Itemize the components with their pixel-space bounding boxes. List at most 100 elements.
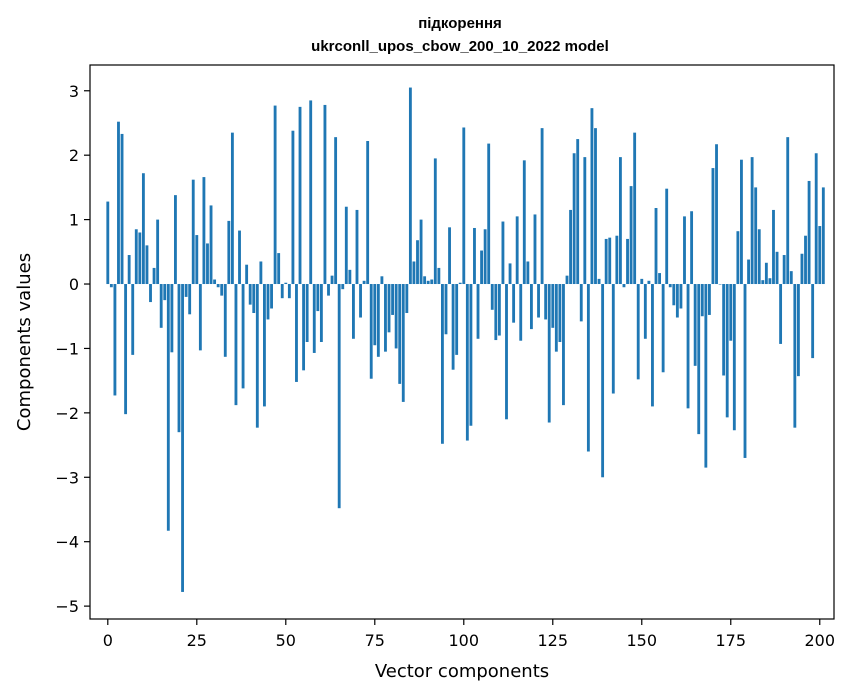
bar-63	[330, 275, 334, 285]
bar-180	[747, 259, 750, 285]
bar-158	[668, 284, 672, 288]
bar-71	[359, 284, 362, 318]
bar-69	[352, 284, 355, 339]
bar-143	[615, 235, 619, 285]
bar-121	[537, 284, 540, 318]
bar-52	[291, 130, 295, 285]
bar-185	[764, 262, 768, 285]
bar-140	[604, 238, 608, 285]
bar-62	[327, 284, 330, 296]
bar-186	[768, 278, 772, 285]
bar-177	[736, 231, 740, 285]
bar-154	[654, 208, 658, 285]
bar-138	[597, 278, 601, 285]
bar-96	[448, 227, 451, 285]
bar-5	[124, 284, 128, 415]
bar-81	[394, 284, 398, 349]
bar-196	[804, 235, 807, 285]
bar-131	[572, 153, 576, 285]
bar-24	[191, 179, 195, 285]
x-axis-label: Vector components	[375, 661, 549, 682]
chart-title: підкорення	[418, 15, 502, 32]
bar-4	[120, 133, 124, 285]
bar-153	[651, 284, 654, 407]
bar-198	[811, 284, 815, 359]
bar-155	[658, 273, 661, 285]
bar-43	[259, 261, 263, 285]
bar-172	[718, 284, 722, 285]
bar-174	[725, 284, 729, 418]
bar-183	[757, 229, 761, 285]
bar-129	[565, 275, 569, 285]
bar-100	[462, 127, 466, 285]
bar-22	[184, 284, 188, 297]
bar-98	[455, 284, 459, 355]
bar-44	[263, 284, 266, 407]
bar-134	[583, 157, 587, 285]
y-tick-label--5: −5	[55, 597, 79, 616]
bar-124	[547, 284, 551, 423]
bar-95	[444, 284, 448, 335]
bar-163	[686, 284, 690, 409]
bar-136	[590, 108, 594, 285]
bar-195	[800, 253, 804, 285]
bar-6	[127, 255, 131, 285]
bar-9	[138, 232, 142, 285]
bar-70	[355, 209, 359, 285]
bar-193	[793, 284, 797, 428]
bar-170	[711, 168, 715, 285]
bar-141	[608, 237, 612, 285]
bar-171	[715, 144, 718, 285]
bar-109	[494, 284, 498, 341]
bar-28	[206, 243, 209, 285]
bar-118	[526, 261, 530, 285]
bar-130	[569, 209, 572, 285]
bar-179	[743, 284, 747, 458]
y-tick-label--1: −1	[55, 339, 79, 358]
bar-23	[188, 284, 192, 315]
bar-17	[166, 284, 170, 531]
y-tick-label--2: −2	[55, 404, 79, 423]
bar-19	[174, 195, 177, 285]
bar-190	[782, 255, 786, 285]
bar-148	[633, 132, 637, 285]
bar-48	[277, 253, 281, 285]
y-axis-ticks: −5 −4 −3 −2 −1 0 1 2 3	[55, 82, 90, 616]
plot-frame	[89, 64, 835, 620]
bar-147	[629, 186, 633, 285]
bar-181	[750, 157, 754, 285]
bar-188	[775, 251, 779, 285]
bar-46	[270, 284, 273, 309]
bar-127	[558, 284, 562, 342]
bar-58	[312, 284, 316, 353]
bar-90	[426, 280, 430, 285]
bar-162	[683, 216, 686, 285]
bar-125	[551, 284, 555, 328]
bar-194	[796, 284, 800, 377]
bar-82	[398, 284, 402, 384]
bar-116	[519, 284, 523, 341]
bar-114	[512, 284, 516, 323]
bar-135	[586, 284, 590, 452]
bar-93	[437, 267, 441, 285]
bar-99	[458, 282, 462, 285]
bar-14	[156, 219, 160, 285]
bar-166	[697, 284, 701, 435]
x-tick-label-175: 175	[715, 631, 746, 650]
bar-13	[152, 267, 156, 285]
x-tick-label-50: 50	[276, 631, 296, 650]
bar-45	[266, 284, 270, 320]
bar-25	[195, 235, 199, 285]
bar-178	[740, 159, 743, 285]
bar-104	[476, 284, 480, 339]
bar-47	[273, 105, 277, 285]
bar-122	[540, 128, 544, 285]
bars-group	[106, 87, 825, 592]
bar-40	[248, 284, 252, 305]
bar-72	[362, 280, 366, 285]
bar-159	[672, 284, 676, 306]
bar-151	[643, 284, 647, 339]
bar-50	[284, 282, 288, 285]
bar-32	[220, 284, 224, 296]
bar-187	[772, 209, 775, 285]
